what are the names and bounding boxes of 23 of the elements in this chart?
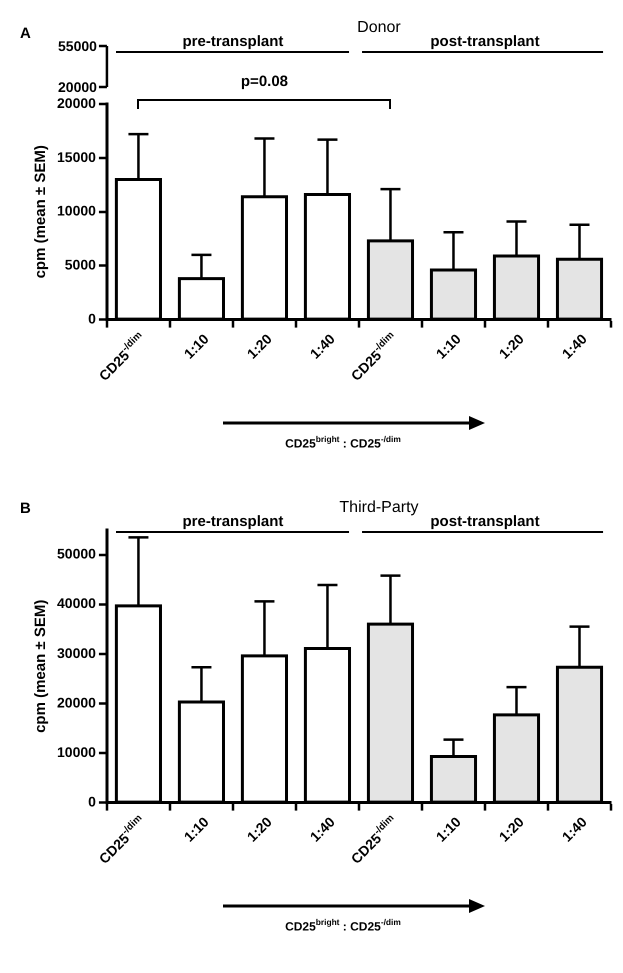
text: A (20, 25, 31, 42)
y-tick-label: 40000 (56, 595, 96, 612)
y-axis-title: cpm (mean ± SEM) (32, 145, 50, 278)
y-tick-label: 20000 (56, 694, 96, 710)
text: post-transplant (430, 513, 540, 530)
chart-title: Third-Party (339, 499, 419, 516)
y-tick-label: 0 (88, 793, 96, 810)
y-tick-label: 50000 (56, 546, 96, 562)
y-tick-label: 0 (88, 310, 96, 326)
chart-title: Donor (357, 19, 402, 36)
text: post-transplant (430, 33, 540, 50)
text: pre-transplant (182, 33, 284, 50)
text: B (20, 500, 31, 517)
y-tick-label: 15000 (56, 148, 96, 165)
y-tick-label: 10000 (56, 744, 96, 760)
y-tick-label: 20000 (56, 94, 96, 111)
y-axis-title: cpm (mean ± SEM) (32, 600, 50, 733)
text: p=0.08 (240, 73, 288, 90)
y-tick-label: 10000 (56, 202, 96, 219)
text: 55000 (58, 38, 98, 54)
y-tick-label: 30000 (56, 644, 96, 661)
text: pre-transplant (182, 513, 284, 530)
y-tick-label: 5000 (64, 256, 96, 273)
